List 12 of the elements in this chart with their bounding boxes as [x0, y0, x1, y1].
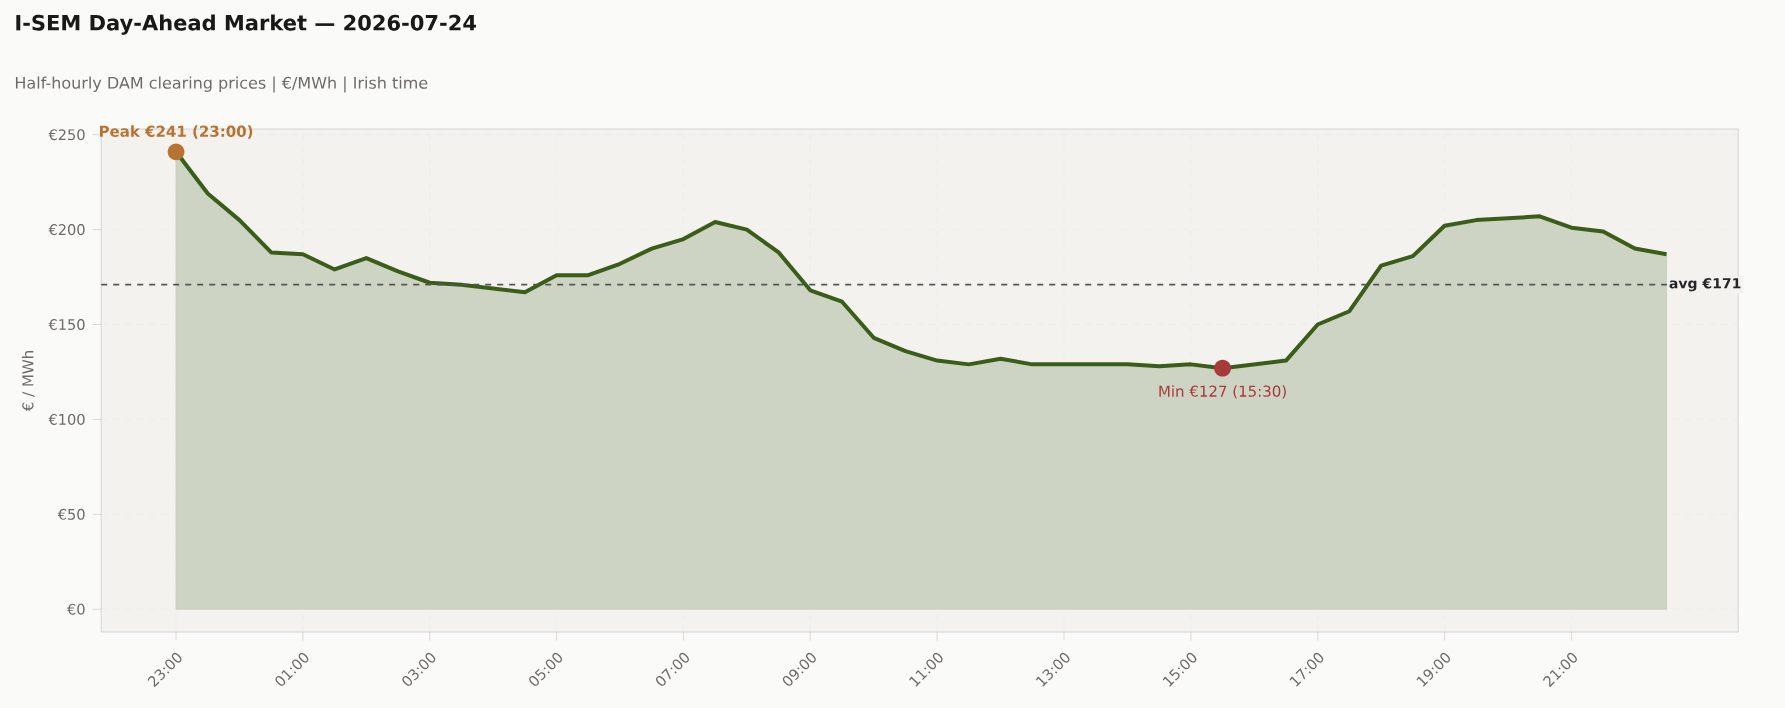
chart-subtitle: Half-hourly DAM clearing prices | €/MWh | Irish time [15, 76, 428, 93]
y-tick-label: €150 [48, 319, 85, 331]
annotation: Peak €241 (23:00) [99, 125, 253, 139]
chart-title: I-SEM Day-Ahead Market — 2026-07-24 [16, 14, 477, 35]
ref-line-label: avg €171 [1669, 277, 1741, 292]
y-tick-label: €250 [48, 129, 85, 141]
y-tick-label: €50 [57, 508, 85, 520]
y-tick-label: €0 [67, 603, 85, 615]
y-tick-label: €100 [48, 413, 85, 425]
annotation: Min €127 (15:30) [1159, 385, 1286, 399]
y-axis-title: € / MWh [21, 351, 35, 412]
y-tick-label: €200 [48, 224, 85, 236]
